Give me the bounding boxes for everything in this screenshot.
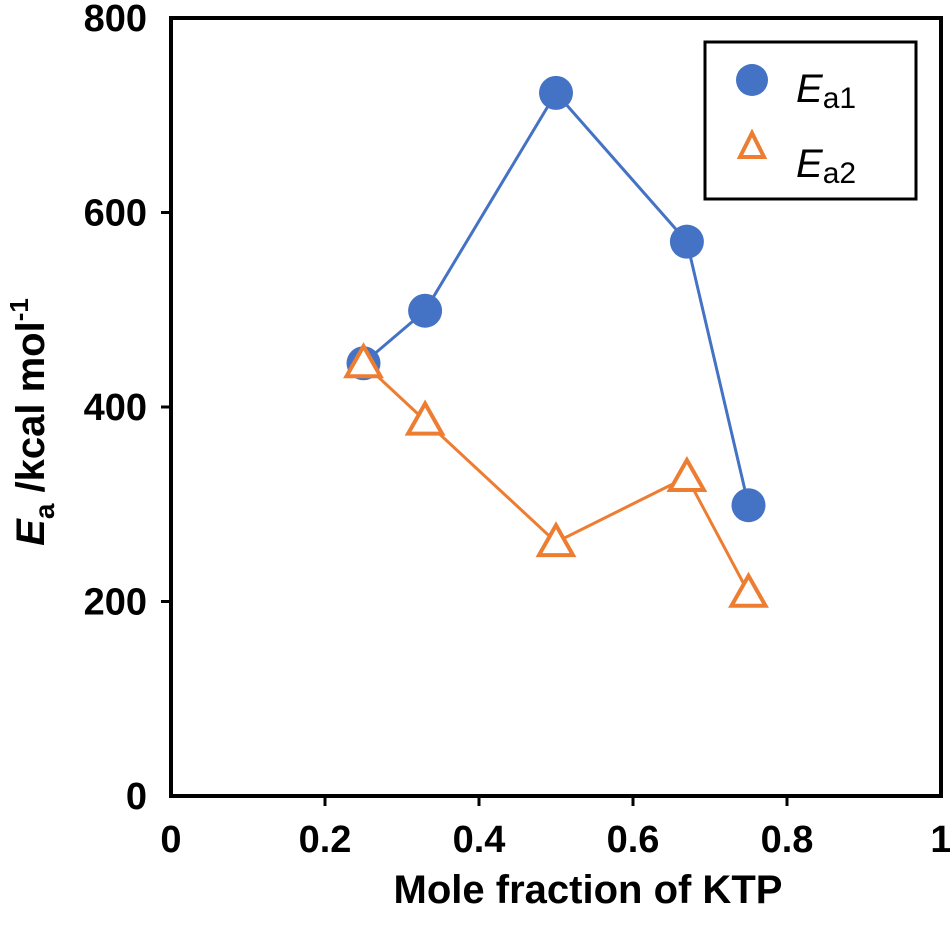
legend-label-ea1-sub: a1: [823, 82, 856, 115]
legend-label-ea2: Ea2: [796, 142, 856, 190]
data-point-ea2: [666, 455, 708, 493]
legend-label-ea1: Ea1: [796, 67, 856, 115]
data-point-ea2: [404, 399, 446, 436]
x-tick-label: 0.2: [299, 819, 352, 861]
legend-label-ea2-sub: a2: [823, 157, 856, 190]
legend: Ea1 Ea2: [703, 40, 918, 201]
y-axis-title-sub: a: [29, 503, 60, 519]
y-tick-label: 200: [84, 582, 147, 624]
y-axis-title: Ea /kcal mol-1: [4, 298, 60, 546]
y-tick-label: 600: [84, 193, 147, 235]
y-axis-title-main: E: [9, 518, 53, 546]
y-axis-title-sup: -1: [4, 298, 34, 321]
legend-label-ea2-main: E: [796, 142, 824, 186]
y-tick-label: 400: [84, 387, 147, 429]
data-point-ea2: [343, 342, 384, 379]
x-tick-label: 0: [160, 819, 181, 861]
data-point-ea1: [731, 488, 766, 523]
legend-marker-ea2: [736, 128, 768, 159]
x-tick-label: 0.6: [607, 819, 660, 861]
y-axis-ticks: 0 200 400 600 800: [84, 0, 171, 818]
y-tick-label: 0: [126, 776, 147, 818]
legend-label-ea1-main: E: [796, 67, 824, 111]
legend-box: [703, 40, 918, 201]
data-point-ea1: [539, 75, 573, 110]
legend-marker-ea1: [736, 64, 768, 96]
y-tick-label: 800: [84, 0, 147, 40]
data-point-ea1: [408, 293, 443, 328]
x-tick-label: 0.8: [761, 819, 814, 861]
series-layer: [343, 75, 769, 608]
x-tick-label: 0.4: [453, 819, 506, 861]
data-point-ea2: [728, 571, 769, 608]
x-axis-ticks: 0 0.2 0.4 0.6 0.8 1: [160, 796, 950, 861]
x-tick-label: 1: [930, 819, 950, 861]
y-axis-title-rest: /kcal mol: [9, 321, 53, 503]
data-point-ea1: [669, 224, 704, 259]
data-point-ea2: [535, 521, 577, 558]
x-axis-title: Mole fraction of KTP: [394, 868, 783, 912]
